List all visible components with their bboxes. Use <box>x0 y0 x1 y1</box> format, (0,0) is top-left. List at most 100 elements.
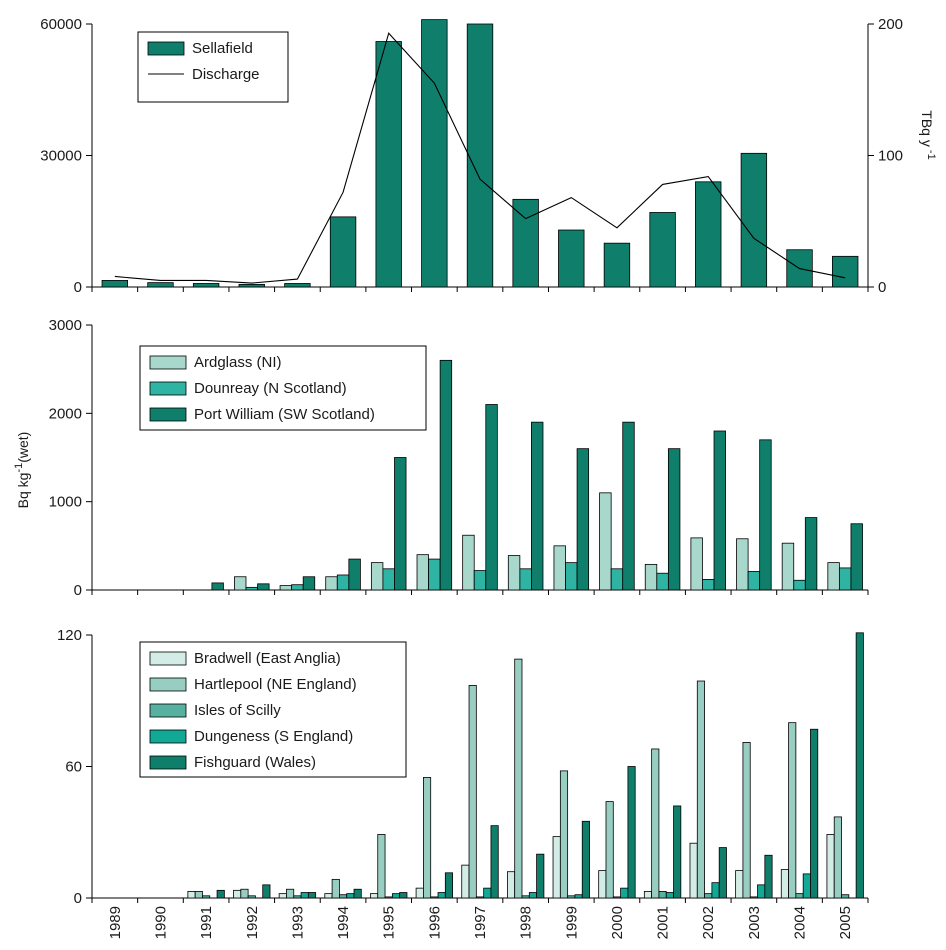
x-tick-label: 2004 <box>792 906 809 939</box>
bar <box>536 853 545 899</box>
bar <box>622 421 635 591</box>
bar <box>827 562 840 591</box>
bar <box>428 558 441 591</box>
legend-label: Dounreay (N Scotland) <box>194 380 347 397</box>
bar <box>421 19 448 288</box>
bar <box>521 895 530 899</box>
y-tick-label: 1000 <box>49 494 82 511</box>
bar <box>810 728 819 899</box>
bar <box>216 889 225 899</box>
legend-label: Fishguard (Wales) <box>194 754 316 771</box>
bar <box>370 893 379 899</box>
bar <box>293 895 302 899</box>
x-tick-label: 2003 <box>746 906 763 939</box>
y-tick-label: 0 <box>74 890 82 907</box>
bar <box>485 404 498 591</box>
bar <box>399 892 408 899</box>
bar <box>598 870 607 899</box>
legend-swatch <box>149 729 187 744</box>
bar <box>603 242 631 288</box>
bar <box>394 457 407 591</box>
bar <box>690 537 703 591</box>
legend-swatch <box>149 755 187 770</box>
bar <box>375 41 402 288</box>
bar <box>339 894 348 899</box>
bar <box>324 893 333 899</box>
bar <box>514 658 523 899</box>
bar <box>473 570 487 591</box>
bar <box>302 576 316 591</box>
legend-label: Discharge <box>192 66 260 83</box>
bar <box>795 893 804 899</box>
bar <box>574 894 583 899</box>
bar <box>553 545 566 591</box>
bar <box>194 891 203 899</box>
bar <box>610 568 624 591</box>
bar <box>740 152 768 288</box>
bar <box>713 430 726 591</box>
x-tick-label: 2005 <box>837 906 854 939</box>
x-tick-label: 1992 <box>244 906 261 939</box>
x-tick-label: 1999 <box>563 906 580 939</box>
bar <box>348 558 361 591</box>
bar <box>370 562 384 591</box>
legend-label: Port William (SW Scotland) <box>194 406 375 423</box>
bar <box>605 801 614 899</box>
y-tick-label: 60000 <box>40 16 82 33</box>
bar <box>234 576 247 591</box>
bar <box>747 571 761 591</box>
y-axis-title: Bq kg-1(wet) <box>13 432 31 509</box>
y-tick-label: 0 <box>74 279 82 296</box>
bar <box>552 836 561 899</box>
bar <box>384 896 393 899</box>
bar <box>749 896 758 899</box>
bar <box>793 579 806 591</box>
bar <box>245 586 258 591</box>
x-tick-label: 2002 <box>700 906 717 939</box>
legend: Sellafield Discharge <box>137 31 289 103</box>
bar <box>620 887 629 899</box>
bar <box>841 894 850 899</box>
legend-label: Isles of Scilly <box>194 702 281 719</box>
legend-swatch <box>149 407 187 422</box>
panel-sellafield: 0 30000 60000 0 100 200 TBq y -1 Sellafield Disc… <box>40 16 937 296</box>
legend: Bradwell (East Anglia) Hartlepool (NE Eng… <box>139 641 407 778</box>
bar <box>437 892 446 899</box>
bar <box>211 582 224 591</box>
bar <box>147 282 174 288</box>
bar <box>377 834 386 899</box>
bar <box>101 280 129 288</box>
bar <box>759 439 772 591</box>
legend-label: Bradwell (East Anglia) <box>194 650 341 667</box>
bar <box>519 568 532 591</box>
bar <box>291 584 304 591</box>
bar <box>391 893 401 899</box>
x-tick-label: 1996 <box>426 906 443 939</box>
bar <box>826 834 835 899</box>
bar <box>490 825 499 899</box>
y-tick-label: 30000 <box>40 148 82 165</box>
bar <box>833 816 842 899</box>
bar <box>461 864 470 899</box>
bar <box>804 517 818 591</box>
y2-tick-label: 100 <box>878 148 903 165</box>
bar <box>742 741 751 899</box>
legend-swatch <box>149 355 187 370</box>
bar <box>192 283 220 288</box>
bar <box>850 523 863 591</box>
bar <box>247 895 256 899</box>
discharge-line <box>114 32 846 284</box>
bar <box>736 538 749 591</box>
bar <box>262 884 271 899</box>
y-tick-label: 60 <box>65 759 82 776</box>
legend-swatch <box>149 703 187 718</box>
bar <box>667 448 681 591</box>
bar <box>599 492 612 591</box>
y-tick-label: 0 <box>74 582 82 599</box>
bar <box>718 847 727 899</box>
bar <box>673 805 682 899</box>
bar <box>307 892 317 899</box>
x-tick-label: 1991 <box>198 906 215 939</box>
bar <box>284 283 311 288</box>
bar <box>838 567 852 591</box>
